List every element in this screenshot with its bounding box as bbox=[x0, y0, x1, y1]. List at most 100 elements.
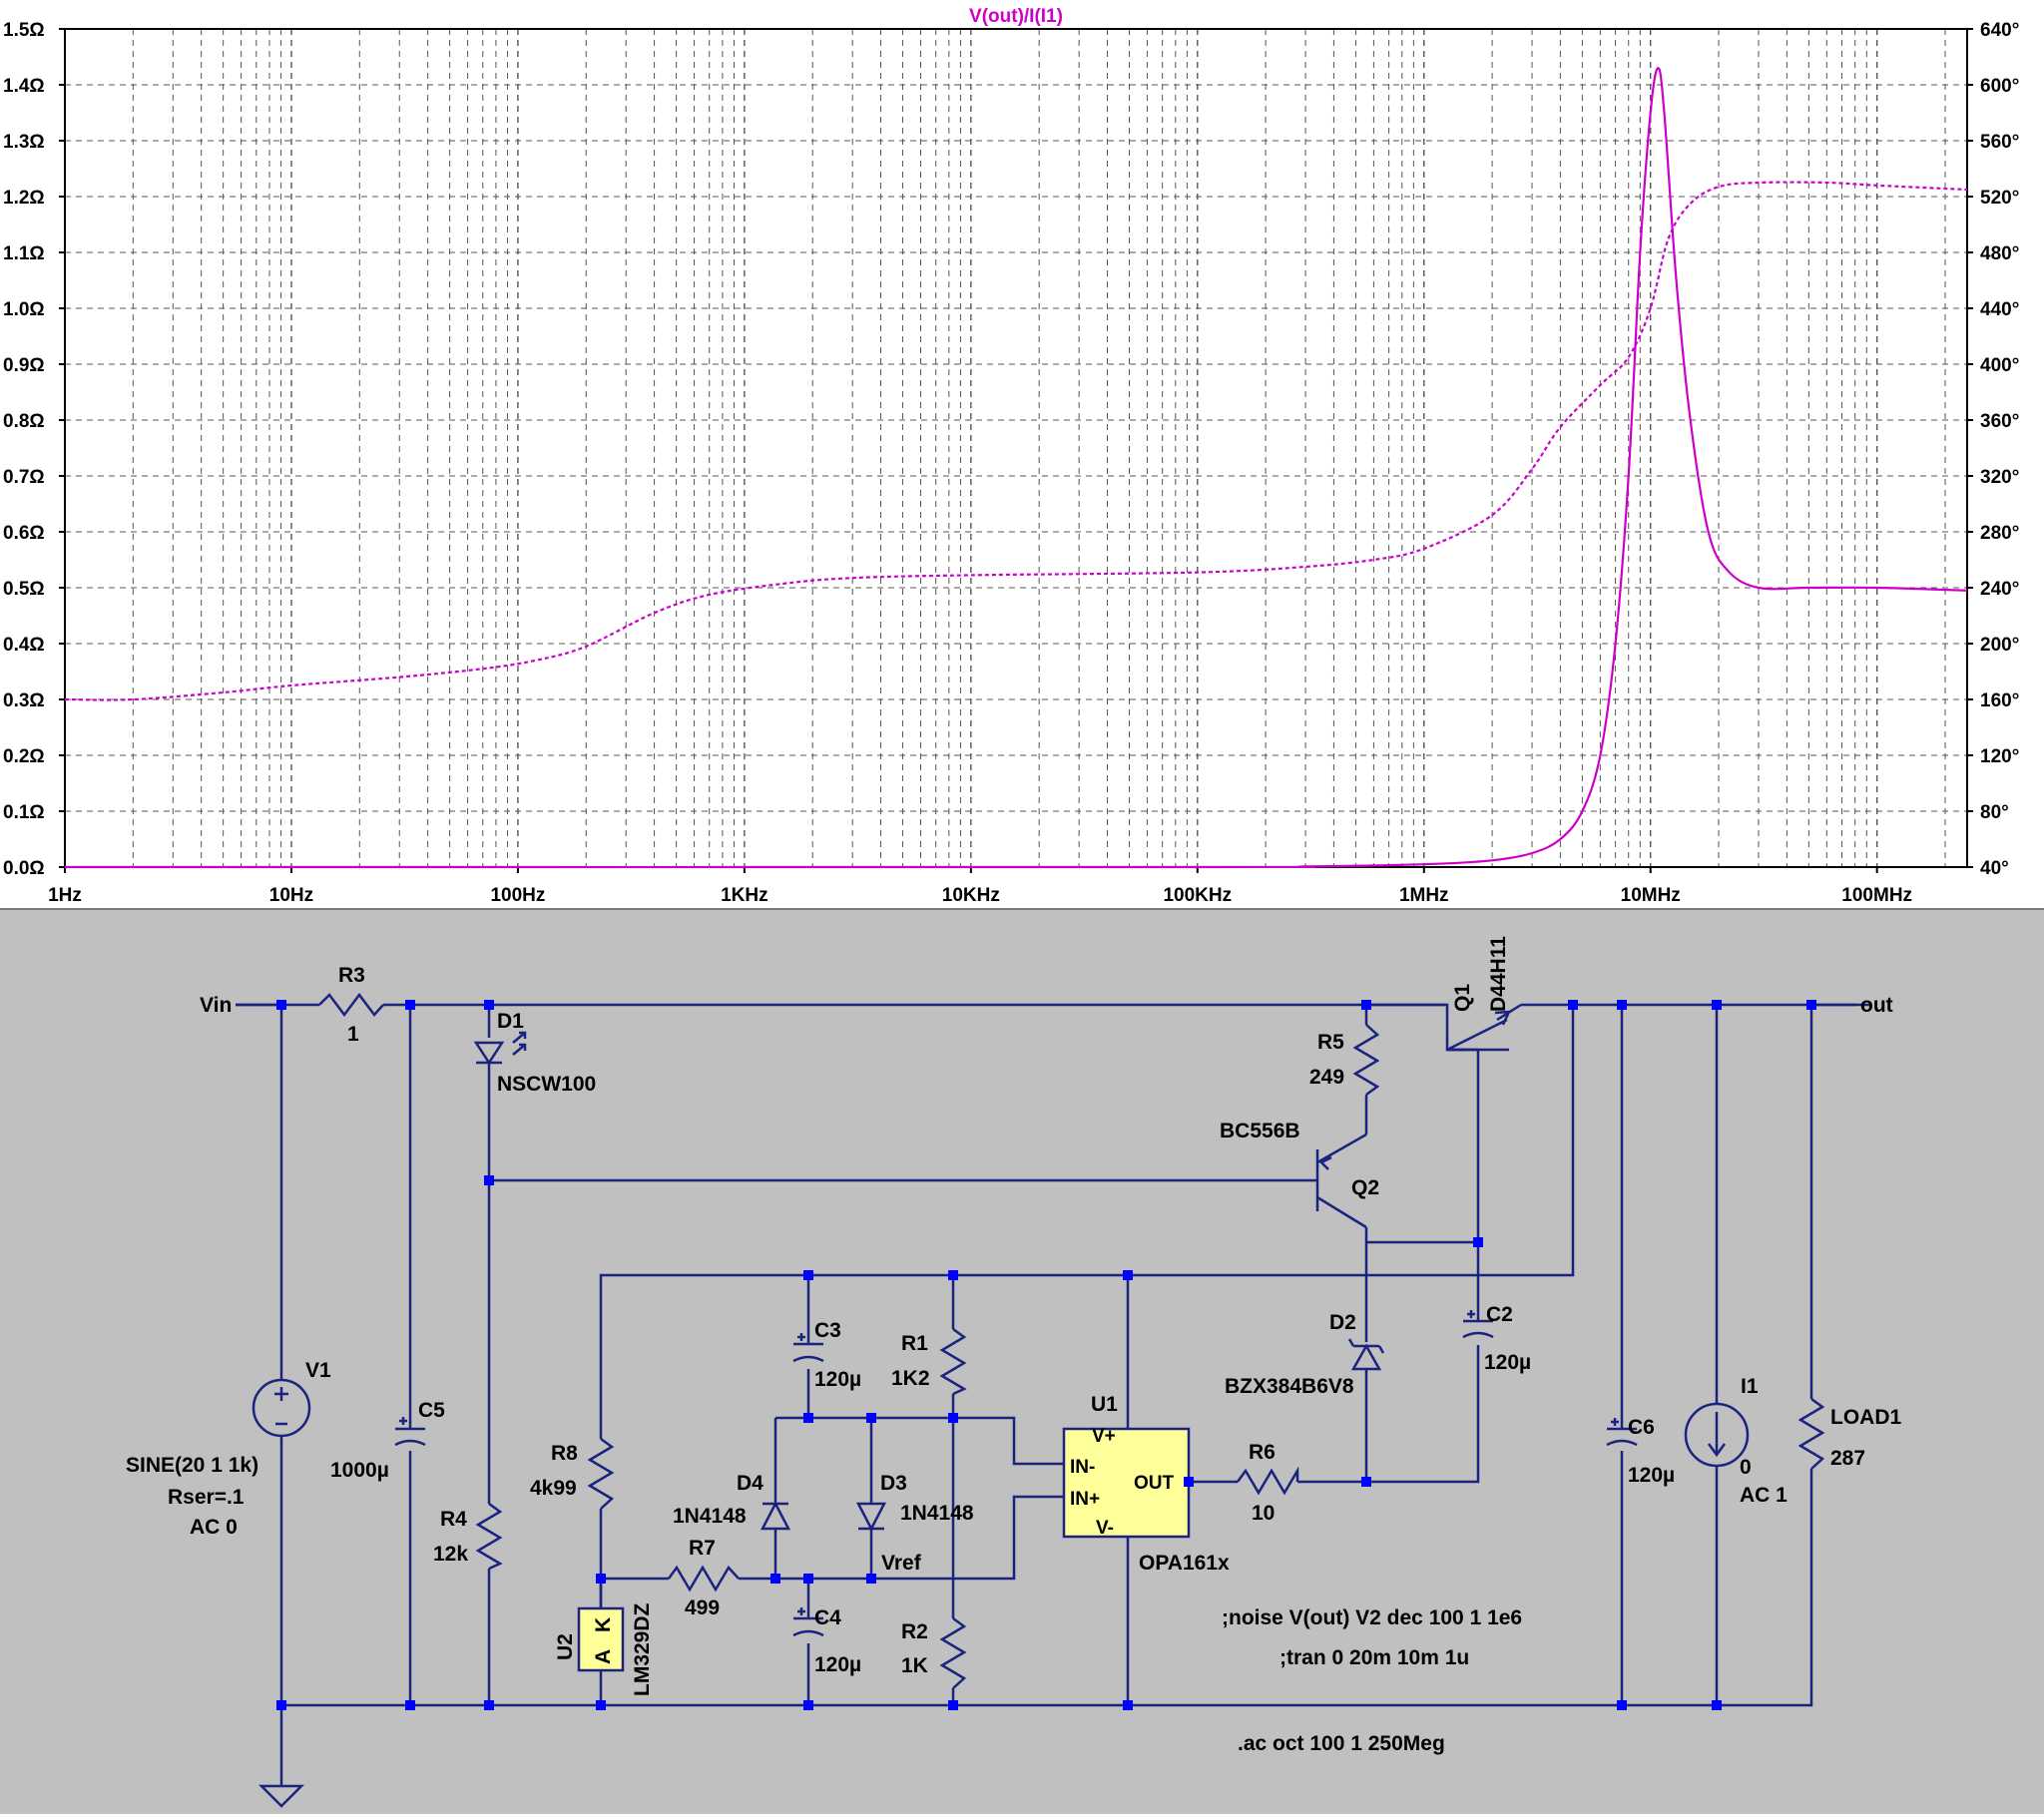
ground-symbol[interactable] bbox=[257, 1784, 305, 1808]
c3-ref[interactable]: C3 bbox=[814, 1319, 841, 1342]
u1-value[interactable]: OPA161x bbox=[1139, 1552, 1230, 1575]
load1-ref[interactable]: LOAD1 bbox=[1830, 1406, 1901, 1429]
plot-grid bbox=[65, 29, 1967, 867]
d3-ref[interactable]: D3 bbox=[880, 1472, 907, 1495]
c2-capacitor-symbol[interactable] bbox=[1462, 1310, 1494, 1339]
c5-ref[interactable]: C5 bbox=[418, 1399, 445, 1422]
net-label-out[interactable]: out bbox=[1860, 994, 1893, 1017]
c2-ref[interactable]: C2 bbox=[1486, 1303, 1513, 1326]
q2-ref[interactable]: Q2 bbox=[1351, 1176, 1379, 1199]
r1-value[interactable]: 1K2 bbox=[891, 1367, 930, 1390]
d2-value[interactable]: BZX384B6V8 bbox=[1225, 1375, 1354, 1398]
c2-value[interactable]: 120µ bbox=[1484, 1351, 1531, 1374]
y-right-tick-label: 400° bbox=[1980, 355, 2019, 376]
c3-value[interactable]: 120µ bbox=[814, 1368, 861, 1391]
q1-ref[interactable]: Q1 bbox=[1451, 984, 1474, 1012]
y-left-tick-label: 1.1Ω bbox=[3, 243, 45, 264]
y-right-tick-label: 640° bbox=[1980, 20, 2019, 41]
y-left-tick-label: 1.0Ω bbox=[3, 299, 45, 320]
r7-resistor-symbol[interactable] bbox=[667, 1565, 740, 1592]
c6-ref[interactable]: C6 bbox=[1628, 1416, 1655, 1439]
i1-line1[interactable]: 0 bbox=[1740, 1456, 1752, 1479]
r2-ref[interactable]: R2 bbox=[901, 1620, 928, 1643]
v1-source-symbol[interactable] bbox=[252, 1378, 311, 1438]
v1-line2[interactable]: Rser=.1 bbox=[168, 1486, 245, 1509]
v1-line3[interactable]: AC 0 bbox=[190, 1516, 238, 1539]
directive-tran[interactable]: ;tran 0 20m 10m 1u bbox=[1279, 1646, 1469, 1669]
v1-line1[interactable]: SINE(20 1 1k) bbox=[126, 1454, 258, 1477]
q2-value[interactable]: BC556B bbox=[1220, 1120, 1300, 1142]
i1-line2[interactable]: AC 1 bbox=[1740, 1484, 1788, 1507]
d4-diode-symbol[interactable] bbox=[760, 1501, 791, 1531]
y-left-tick-label: 0.7Ω bbox=[3, 467, 45, 488]
d4-value[interactable]: 1N4148 bbox=[673, 1505, 747, 1528]
q2-transistor-symbol[interactable] bbox=[1315, 1133, 1367, 1229]
r2-resistor-symbol[interactable] bbox=[939, 1616, 967, 1689]
net-label-vref[interactable]: Vref bbox=[881, 1552, 922, 1575]
c5-value[interactable]: 1000µ bbox=[330, 1459, 389, 1482]
d3-value[interactable]: 1N4148 bbox=[900, 1502, 974, 1525]
r8-value[interactable]: 4k99 bbox=[530, 1477, 577, 1500]
q1-value[interactable]: D44H11 bbox=[1487, 936, 1510, 1012]
r6-ref[interactable]: R6 bbox=[1249, 1441, 1276, 1464]
d1-value[interactable]: NSCW100 bbox=[497, 1073, 596, 1096]
junction-dots bbox=[276, 1000, 1816, 1710]
schematic-editor[interactable]: Vin out Vref R3 1 D1 NSCW100 R5 249 Q1 D… bbox=[0, 908, 2044, 1814]
r3-ref[interactable]: R3 bbox=[338, 964, 365, 987]
r8-resistor-symbol[interactable] bbox=[587, 1437, 615, 1510]
c4-value[interactable]: 120µ bbox=[814, 1653, 861, 1676]
r7-ref[interactable]: R7 bbox=[689, 1537, 716, 1560]
y-right-tick-label: 280° bbox=[1980, 523, 2019, 544]
r4-resistor-symbol[interactable] bbox=[475, 1502, 503, 1571]
magnitude-trace bbox=[64, 67, 1968, 869]
u2-pin-k: K bbox=[592, 1617, 615, 1632]
q1-transistor-symbol[interactable] bbox=[1366, 1003, 1522, 1052]
directive-ac[interactable]: .ac oct 100 1 250Meg bbox=[1238, 1732, 1445, 1755]
r3-resistor-symbol[interactable] bbox=[318, 992, 384, 1018]
d2-ref[interactable]: D2 bbox=[1329, 1311, 1356, 1334]
waveform-viewer[interactable]: V(out)/I(I1) 0.0Ω 0.1Ω 0.2Ω 0.3Ω 0.4Ω 0.5Ω 0.6… bbox=[0, 0, 2044, 908]
c4-capacitor-symbol[interactable] bbox=[792, 1607, 824, 1637]
wires[interactable] bbox=[236, 1003, 1871, 1786]
d1-ref[interactable]: D1 bbox=[497, 1010, 524, 1033]
load1-value[interactable]: 287 bbox=[1830, 1447, 1865, 1470]
d1-led-symbol[interactable] bbox=[473, 1031, 527, 1066]
r1-ref[interactable]: R1 bbox=[901, 1332, 928, 1355]
c4-ref[interactable]: C4 bbox=[814, 1606, 841, 1629]
c6-capacitor-symbol[interactable] bbox=[1606, 1418, 1638, 1447]
u1-pin-inminus: IN- bbox=[1070, 1457, 1095, 1478]
i1-source-symbol[interactable] bbox=[1684, 1402, 1750, 1468]
r8-ref[interactable]: R8 bbox=[551, 1442, 578, 1465]
plot-svg[interactable]: V(out)/I(I1) 0.0Ω 0.1Ω 0.2Ω 0.3Ω 0.4Ω 0.5Ω 0.6… bbox=[0, 0, 2044, 908]
u1-pin-inplus: IN+ bbox=[1070, 1489, 1100, 1510]
r6-resistor-symbol[interactable] bbox=[1236, 1466, 1299, 1496]
u2-ref[interactable]: U2 bbox=[554, 1633, 577, 1660]
r2-value[interactable]: 1K bbox=[901, 1654, 928, 1677]
r6-value[interactable]: 10 bbox=[1252, 1502, 1275, 1525]
plot-traces bbox=[64, 67, 1968, 869]
r1-resistor-symbol[interactable] bbox=[939, 1327, 967, 1396]
load1-resistor-symbol[interactable] bbox=[1797, 1397, 1825, 1470]
c6-value[interactable]: 120µ bbox=[1628, 1464, 1675, 1487]
u2-value[interactable]: LM329DZ bbox=[631, 1602, 654, 1696]
schematic-svg[interactable]: Vin out Vref R3 1 D1 NSCW100 R5 249 Q1 D… bbox=[0, 910, 2044, 1814]
r5-resistor-symbol[interactable] bbox=[1352, 1024, 1380, 1097]
c5-capacitor-symbol[interactable] bbox=[394, 1417, 426, 1447]
i1-ref[interactable]: I1 bbox=[1741, 1375, 1759, 1398]
d2-zener-symbol[interactable] bbox=[1347, 1338, 1385, 1371]
r7-value[interactable]: 499 bbox=[685, 1596, 720, 1619]
r5-ref[interactable]: R5 bbox=[1317, 1031, 1344, 1054]
directive-noise[interactable]: ;noise V(out) V2 dec 100 1 1e6 bbox=[1222, 1606, 1522, 1629]
r5-value[interactable]: 249 bbox=[1309, 1066, 1344, 1089]
d3-diode-symbol[interactable] bbox=[855, 1502, 887, 1532]
u1-ref[interactable]: U1 bbox=[1091, 1393, 1118, 1416]
v1-ref[interactable]: V1 bbox=[305, 1359, 331, 1382]
u2-reference-symbol[interactable] bbox=[577, 1606, 625, 1672]
r3-value[interactable]: 1 bbox=[347, 1023, 359, 1046]
c3-capacitor-symbol[interactable] bbox=[792, 1333, 824, 1363]
d4-ref[interactable]: D4 bbox=[737, 1472, 764, 1495]
r4-value[interactable]: 12k bbox=[433, 1543, 468, 1566]
net-label-vin[interactable]: Vin bbox=[200, 994, 232, 1017]
r4-ref[interactable]: R4 bbox=[440, 1508, 467, 1531]
trace-title[interactable]: V(out)/I(I1) bbox=[969, 6, 1063, 27]
